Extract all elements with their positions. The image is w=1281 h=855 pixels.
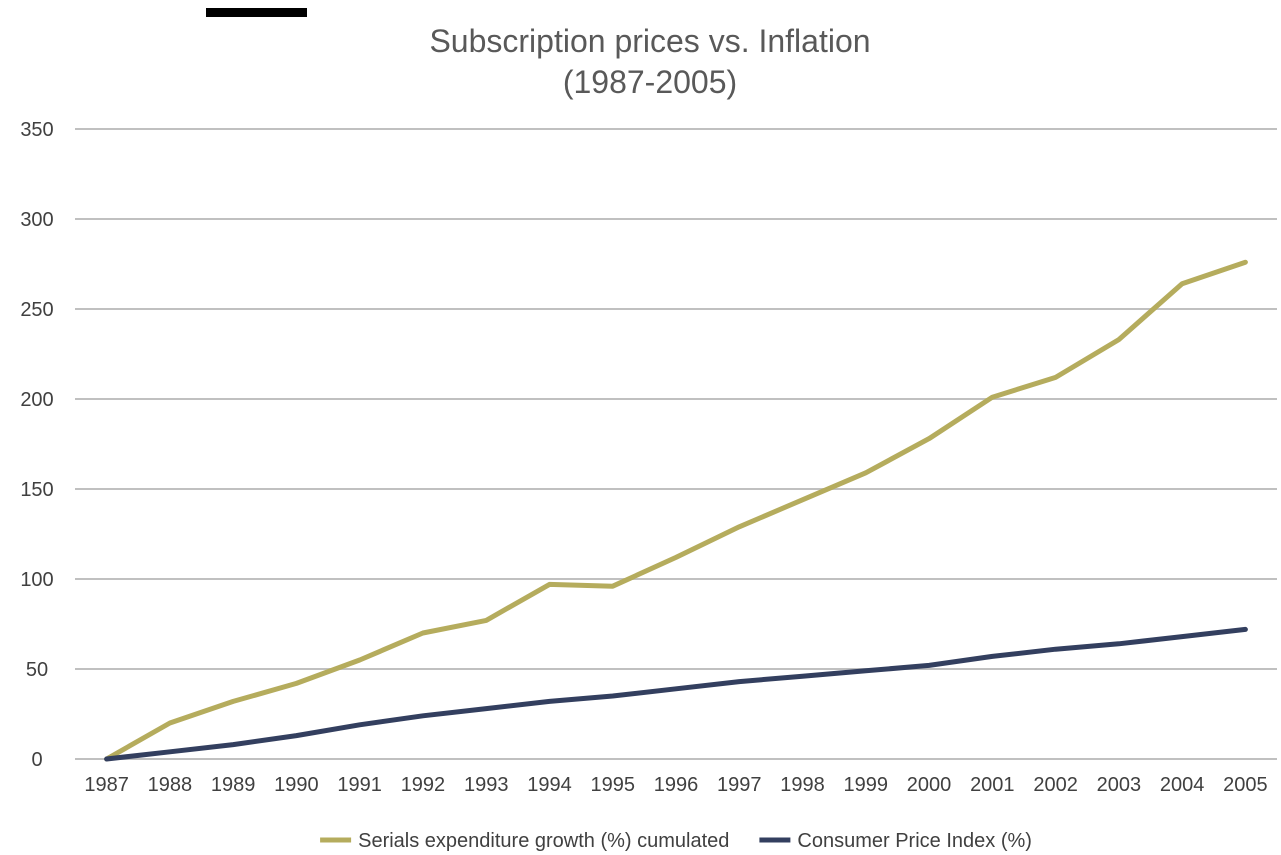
gridlines (75, 128, 1277, 760)
x-tick-label: 1996 (654, 774, 699, 796)
series-line-2 (104, 626, 1248, 762)
legend-item: Consumer Price Index (%) (759, 830, 1032, 852)
y-tick-label: 150 (20, 479, 53, 501)
x-tick-label: 1999 (844, 774, 889, 796)
y-tick-label: 200 (20, 389, 53, 411)
x-tick-label: 1988 (148, 774, 193, 796)
x-tick-label: 1998 (780, 774, 825, 796)
x-tick-label: 1987 (84, 774, 129, 796)
series-line-1 (104, 259, 1248, 762)
y-tick-label: 300 (20, 209, 53, 231)
x-tick-label: 2001 (970, 774, 1015, 796)
header-mark (206, 8, 307, 17)
x-tick-label: 2003 (1097, 774, 1142, 796)
chart-title-line-1: Subscription prices vs. Inflation (429, 23, 870, 59)
x-tick-label: 2000 (907, 774, 952, 796)
y-axis-ticks: 0 50 100 150 200 250 300 350 (20, 119, 53, 771)
x-tick-label: 2004 (1160, 774, 1205, 796)
x-tick-label: 1992 (401, 774, 446, 796)
series-lines (104, 259, 1248, 762)
legend-label: Serials expenditure growth (%) cumulated (358, 830, 729, 852)
legend-item: Serials expenditure growth (%) cumulated (320, 830, 729, 852)
legend-label: Consumer Price Index (%) (797, 830, 1032, 852)
x-tick-label: 1993 (464, 774, 509, 796)
x-tick-label: 1990 (274, 774, 319, 796)
x-tick-label: 2002 (1033, 774, 1078, 796)
chart-title-line-2: (1987-2005) (563, 64, 737, 100)
x-tick-label: 1989 (211, 774, 256, 796)
x-tick-label: 2005 (1223, 774, 1268, 796)
x-tick-label: 1997 (717, 774, 762, 796)
x-tick-label: 1994 (527, 774, 572, 796)
y-tick-label: 50 (26, 659, 48, 681)
x-axis-ticks: 1987 1988 1989 1990 1991 1992 1993 1994 1995 1996… (84, 774, 1267, 796)
legend: Serials expenditure growth (%) cumulated… (320, 830, 1032, 852)
x-tick-label: 1995 (590, 774, 635, 796)
y-tick-label: 100 (20, 569, 53, 591)
y-tick-label: 350 (20, 119, 53, 141)
y-tick-label: 0 (31, 749, 42, 771)
y-tick-label: 250 (20, 299, 53, 321)
x-tick-label: 1991 (337, 774, 382, 796)
